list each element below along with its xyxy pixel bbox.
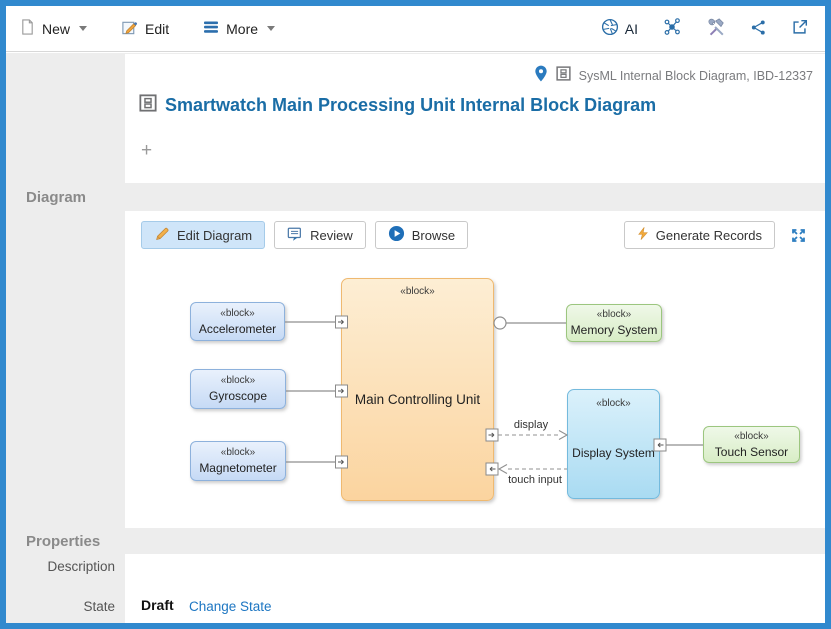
page-title: Smartwatch Main Processing Unit Internal… [165, 95, 657, 115]
chevron-down-icon [267, 26, 276, 31]
ai-button[interactable]: AI [601, 18, 638, 39]
block-stereotype: «block» [400, 286, 435, 297]
open-external-button[interactable] [791, 18, 809, 39]
new-document-icon [20, 19, 35, 38]
browse-label: Browse [411, 227, 456, 243]
edit-label: Edit [145, 20, 170, 37]
block-stereotype: «block» [734, 430, 769, 442]
edit-pencil-icon [121, 19, 138, 39]
diagram-toolbar: Edit Diagram Review Browse [125, 211, 825, 259]
entity-type-label: SysML Internal Block Diagram, IBD-12337 [578, 69, 813, 83]
hamburger-menu-icon [203, 20, 219, 37]
hammer-wrench-icon [706, 17, 726, 40]
state-value: Draft [141, 597, 174, 613]
block-stereotype: «block» [596, 398, 631, 409]
block-gyroscope[interactable]: «block» Gyroscope [190, 369, 286, 409]
description-label: Description [47, 559, 115, 574]
external-link-icon [791, 18, 809, 39]
block-main-controlling-unit[interactable]: «block» Main Controlling Unit [341, 278, 494, 501]
edit-diagram-button[interactable]: Edit Diagram [141, 221, 266, 249]
change-state-link[interactable]: Change State [189, 599, 272, 614]
block-name: Gyroscope [208, 389, 268, 403]
title-card: SysML Internal Block Diagram, IBD-12337 … [125, 54, 825, 183]
share-icon [750, 19, 767, 39]
more-button[interactable]: More [203, 20, 276, 37]
title-row: Smartwatch Main Processing Unit Internal… [139, 94, 656, 117]
ai-label: AI [624, 20, 638, 37]
toolbar-right-group: AI [601, 17, 809, 40]
edge-label-display: display [514, 419, 549, 431]
interface-ball-connector [493, 316, 507, 330]
properties-fields-panel: Draft Change State [125, 554, 825, 623]
tools-button[interactable] [706, 17, 726, 40]
page-body: SysML Internal Block Diagram, IBD-12337 … [6, 53, 825, 623]
diagram-canvas[interactable]: «block» Accelerometer «block» Gyroscope … [125, 259, 825, 528]
chevron-down-icon [79, 26, 88, 31]
graph-view-button[interactable] [662, 17, 682, 40]
add-label-button[interactable]: + [141, 140, 153, 161]
new-button[interactable]: New [20, 19, 88, 38]
browse-button[interactable]: Browse [374, 221, 469, 249]
edge-label-touch-input: touch input [508, 474, 562, 486]
block-name: Touch Sensor [714, 444, 789, 459]
block-display-system[interactable]: «block» Display System [567, 389, 660, 499]
block-memory-system[interactable]: «block» Memory System [566, 304, 662, 342]
pencil-icon [154, 226, 170, 245]
generate-records-button[interactable]: Generate Records [623, 221, 775, 249]
block-stereotype: «block» [596, 309, 632, 320]
block-stereotype: «block» [220, 307, 255, 319]
block-name: Display System [572, 446, 655, 460]
share-button[interactable] [750, 19, 767, 39]
edit-diagram-label: Edit Diagram [177, 227, 253, 243]
block-name: Magnetometer [199, 461, 277, 475]
diagram-toolbar-right: Generate Records [623, 221, 807, 249]
edit-button[interactable]: Edit [121, 19, 169, 39]
more-label: More [226, 20, 259, 37]
play-circle-icon [388, 225, 405, 245]
block-name: Main Controlling Unit [354, 392, 481, 407]
block-stereotype: «block» [220, 375, 256, 386]
block-name: Memory System [570, 323, 658, 337]
arrowhead-display [558, 430, 569, 440]
generate-records-label: Generate Records [655, 227, 762, 243]
ibd-type-icon [556, 66, 571, 86]
ibd-title-icon [139, 94, 157, 117]
state-label: State [83, 599, 115, 614]
arrowhead-touch-input [497, 464, 508, 474]
review-label: Review [310, 227, 353, 243]
fullscreen-expand-icon[interactable] [790, 227, 807, 244]
location-pin-icon[interactable] [534, 65, 548, 87]
network-graph-icon [662, 17, 682, 40]
top-toolbar: New Edit More AI [6, 6, 825, 52]
aperture-icon [601, 18, 619, 39]
block-accelerometer[interactable]: «block» Accelerometer [190, 302, 285, 341]
new-label: New [42, 20, 71, 37]
review-comment-icon [287, 226, 303, 245]
block-magnetometer[interactable]: «block» Magnetometer [190, 441, 286, 481]
block-stereotype: «block» [220, 447, 256, 458]
toolbar-left-group: New Edit More [20, 19, 276, 39]
review-button[interactable]: Review [274, 221, 366, 249]
diagram-section-header: Diagram [26, 188, 87, 206]
breadcrumb: SysML Internal Block Diagram, IBD-12337 [534, 65, 813, 87]
properties-section-header: Properties [26, 532, 101, 550]
block-touch-sensor[interactable]: «block» Touch Sensor [703, 426, 800, 463]
diagram-card: Edit Diagram Review Browse [125, 211, 825, 528]
block-name: Accelerometer [198, 321, 277, 336]
lightning-bolt-icon [637, 226, 649, 244]
